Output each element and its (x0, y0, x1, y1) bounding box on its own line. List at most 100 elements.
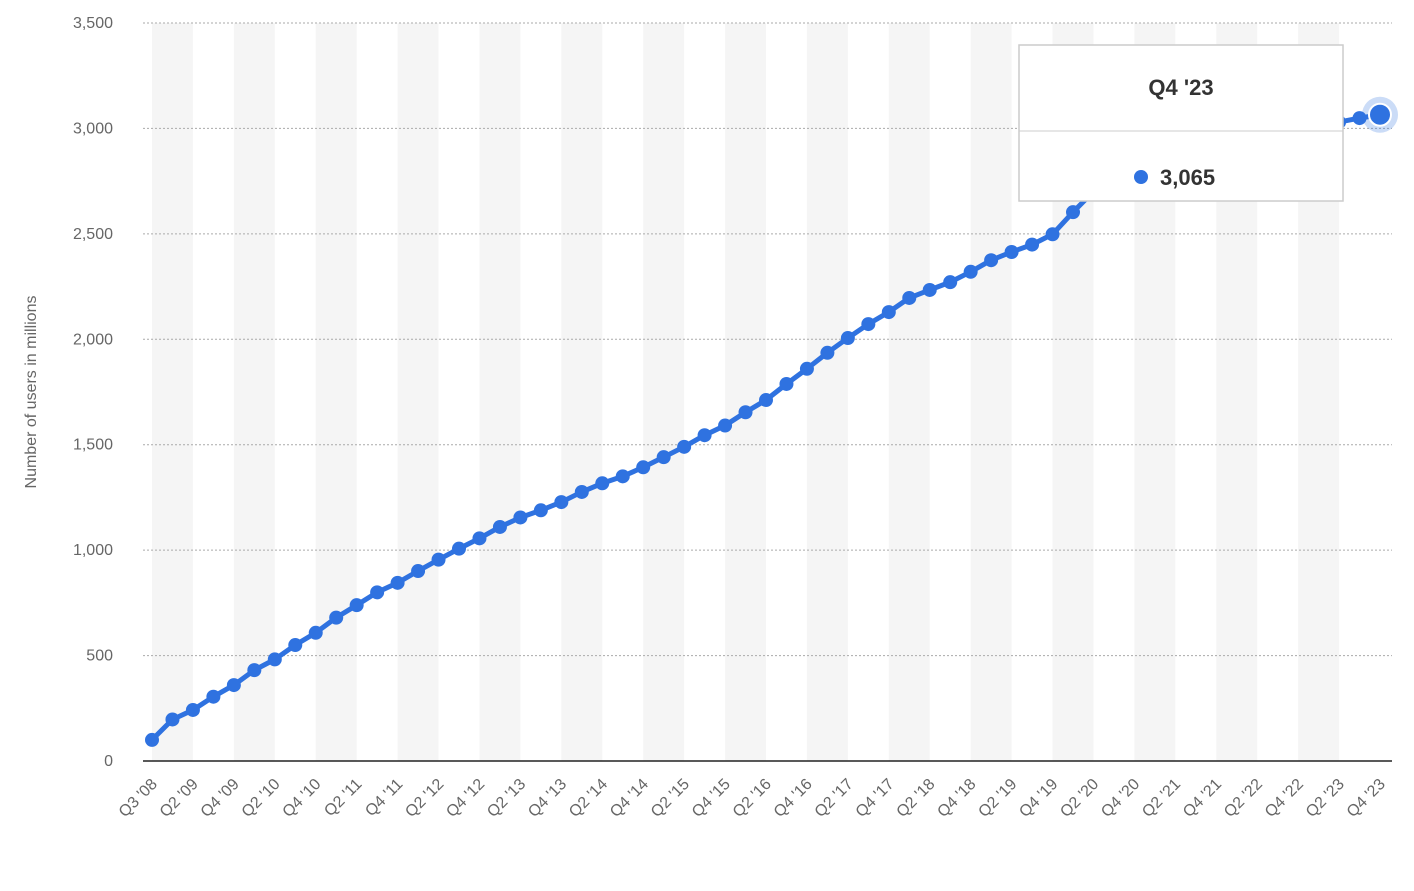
x-tick-label: Q4 '23 (1344, 776, 1389, 821)
x-tick-label: Q2 '09 (157, 776, 202, 821)
band (152, 23, 193, 761)
x-tick-label: Q4 '14 (607, 776, 652, 821)
band (725, 23, 766, 761)
band (888, 23, 930, 761)
x-tick-label: Q2 '12 (402, 776, 447, 821)
point (267, 652, 282, 667)
point (492, 519, 507, 534)
point (165, 712, 180, 727)
point (329, 610, 344, 625)
tooltip-box (1018, 44, 1344, 202)
point (472, 531, 487, 546)
band (561, 23, 603, 761)
point (738, 405, 753, 420)
point (185, 702, 200, 717)
point (206, 689, 221, 704)
point (656, 450, 671, 465)
x-tick-label: Q4 '13 (525, 776, 570, 821)
point (595, 476, 610, 491)
y-axis-title: Number of users in millions (23, 296, 40, 489)
point (697, 428, 712, 443)
x-tick-label: Q2 '19 (975, 776, 1020, 821)
x-tick-label: Q3 '08 (116, 776, 161, 821)
y-tick-label: 3,500 (73, 15, 113, 32)
point (718, 418, 733, 433)
point (349, 598, 364, 613)
y-tick-label: 500 (86, 648, 113, 665)
x-tick-label: Q2 '10 (239, 776, 284, 821)
band (479, 23, 521, 761)
point (554, 495, 569, 510)
point (840, 331, 855, 346)
y-tick-label: 2,000 (73, 331, 113, 348)
x-tick-label: Q4 '22 (1262, 776, 1307, 821)
point (779, 376, 794, 391)
point (226, 678, 241, 693)
point (1352, 111, 1367, 126)
band (397, 23, 439, 761)
x-tick-label: Q4 '11 (362, 776, 406, 820)
band (643, 23, 685, 761)
band (315, 23, 357, 761)
x-tick-label: Q2 '22 (1221, 776, 1266, 821)
point (1004, 244, 1019, 259)
x-tick-label: Q2 '20 (1057, 776, 1102, 821)
point (370, 585, 385, 600)
y-tick-label: 3,000 (73, 120, 113, 137)
point (247, 663, 262, 678)
point (922, 282, 937, 297)
point (861, 317, 876, 332)
x-tick-label: Q2 '17 (812, 776, 857, 821)
tooltip-value: 3,065 (1160, 165, 1215, 190)
point (677, 439, 692, 454)
x-tick-label: Q2 '11 (321, 776, 365, 820)
point (452, 541, 466, 556)
point (1368, 102, 1392, 127)
band (233, 23, 275, 761)
tooltip-marker (1134, 170, 1148, 184)
point (431, 552, 446, 567)
point (1045, 227, 1060, 242)
y-tick-label: 1,000 (73, 542, 113, 559)
x-tick-label: Q2 '18 (894, 776, 939, 821)
band (806, 23, 848, 761)
tooltip-title: Q4 '23 (1148, 75, 1213, 100)
x-tick-label: Q2 '21 (1139, 776, 1184, 821)
point (759, 393, 773, 408)
point (533, 503, 548, 518)
x-tick-label: Q4 '10 (280, 776, 325, 821)
point (902, 290, 917, 305)
x-tick-label: Q2 '14 (566, 776, 611, 821)
x-tick-label: Q2 '15 (648, 776, 693, 821)
x-tick-label: Q4 '16 (771, 776, 816, 821)
point (984, 253, 999, 268)
x-tick-label: Q4 '17 (853, 776, 898, 821)
point (799, 361, 814, 376)
background (152, 23, 1340, 761)
y-tick-label: 2,500 (73, 226, 113, 243)
point (513, 510, 528, 525)
band (970, 23, 1012, 761)
point (390, 575, 405, 590)
point (636, 460, 651, 475)
point (1025, 237, 1040, 252)
x-tick-label: Q4 '09 (198, 776, 243, 821)
point (881, 305, 896, 320)
x-tick-label: Q4 '18 (934, 776, 979, 821)
tooltip: Q4 '23 3,065 (1018, 44, 1344, 202)
point (820, 345, 835, 360)
point (308, 625, 323, 640)
x-tick-label: Q2 '16 (730, 776, 775, 821)
point (1066, 205, 1080, 220)
point (963, 264, 978, 279)
x-tick-label: Q4 '21 (1180, 776, 1225, 821)
point (943, 275, 958, 290)
point (288, 638, 303, 653)
x-tick-label: Q2 '23 (1303, 776, 1348, 821)
point (574, 484, 589, 499)
x-tick-label: Q4 '12 (443, 776, 488, 821)
y-tick-label: 0 (104, 753, 113, 770)
point (615, 469, 630, 484)
point (411, 564, 426, 579)
